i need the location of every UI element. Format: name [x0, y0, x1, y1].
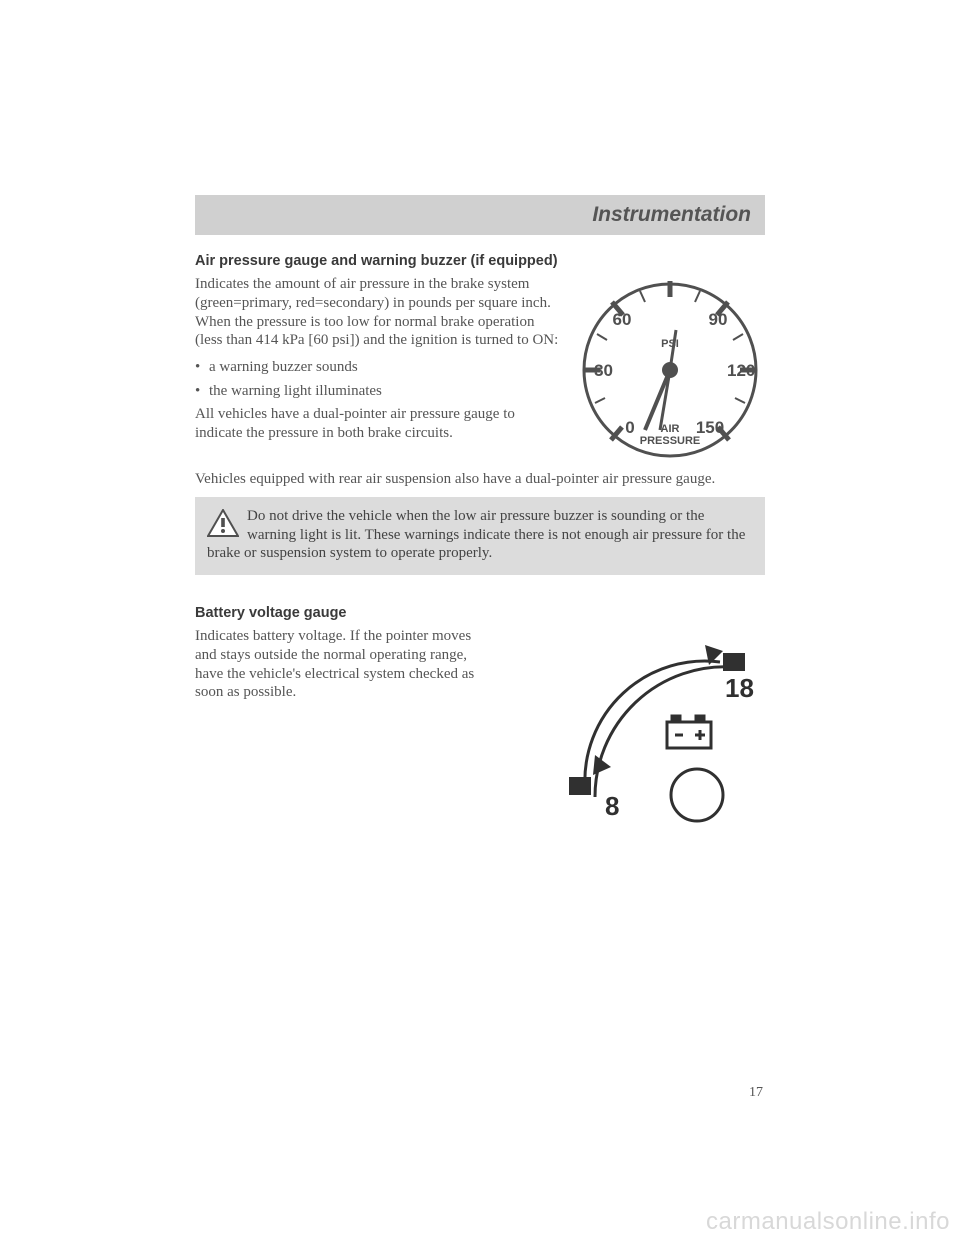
gauge-label-pressure: PRESSURE	[640, 435, 701, 447]
bullet-2-text: the warning light illuminates	[209, 383, 382, 399]
battery-label-18: 18	[725, 673, 754, 703]
gauge-label-psi: PSI	[661, 338, 679, 350]
air-pressure-block: 60 90 30 120 0 150 PSI AIR PRESSURE	[195, 275, 765, 470]
page-content: Instrumentation Air pressure gauge and w…	[0, 0, 960, 832]
gauge-label-air: AIR	[661, 423, 680, 435]
chapter-header: Instrumentation	[195, 195, 765, 235]
battery-section: Battery voltage gauge 8 18	[195, 605, 765, 832]
air-pressure-para3: Vehicles equipped with rear air suspensi…	[195, 470, 765, 489]
bullet-1-text: a warning buzzer sounds	[209, 359, 358, 375]
battery-para: Indicates battery voltage. If the pointe…	[195, 627, 475, 702]
gauge-label-30: 30	[594, 361, 613, 380]
gauge-label-60: 60	[613, 310, 632, 329]
page-number: 17	[749, 1085, 763, 1101]
warning-text: Do not drive the vehicle when the low ai…	[207, 508, 745, 562]
gauge-label-90: 90	[709, 310, 728, 329]
chapter-title: Instrumentation	[592, 203, 751, 226]
battery-label-8: 8	[605, 791, 619, 821]
gauge-label-0: 0	[625, 418, 634, 437]
air-pressure-gauge: 60 90 30 120 0 150 PSI AIR PRESSURE	[575, 275, 765, 470]
air-pressure-heading: Air pressure gauge and warning buzzer (i…	[195, 253, 765, 269]
warning-callout: Do not drive the vehicle when the low ai…	[195, 497, 765, 575]
battery-heading: Battery voltage gauge	[195, 605, 765, 621]
battery-gauge-svg: 8 18	[545, 627, 765, 827]
battery-gauge: 8 18	[545, 627, 765, 832]
warning-icon	[207, 509, 239, 537]
watermark: carmanualsonline.info	[706, 1208, 950, 1236]
gauge-label-120: 120	[727, 361, 755, 380]
air-pressure-gauge-svg: 60 90 30 120 0 150 PSI AIR PRESSURE	[575, 275, 765, 465]
